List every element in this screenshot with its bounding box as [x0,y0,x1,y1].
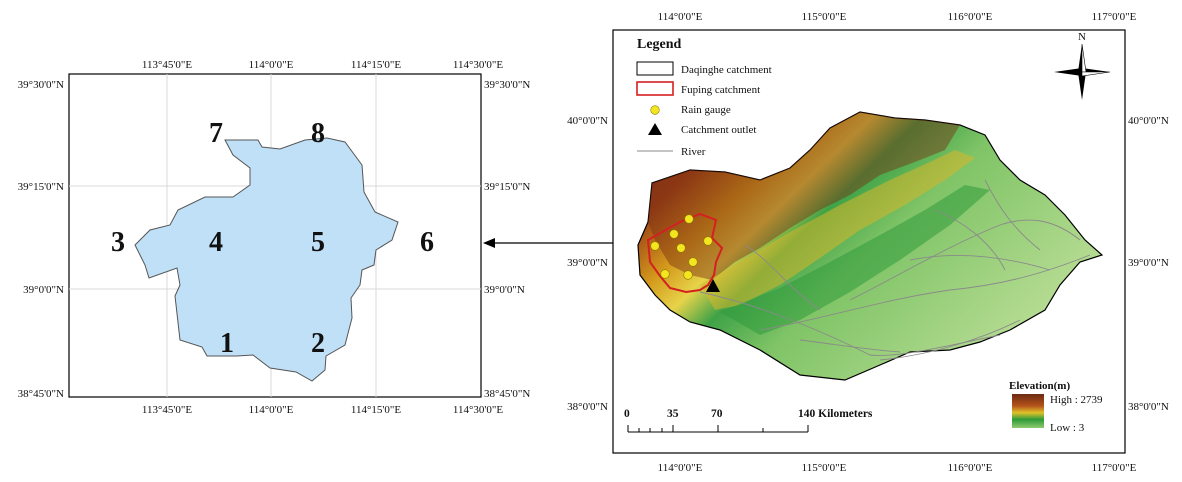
right-right-lat-3: 38°0'0"N [1128,401,1169,413]
zone-label-1: 1 [220,328,234,359]
right-main-map: Legend Daqinghe catchment Fuping catchme… [567,11,1169,474]
zone-label-8: 8 [311,118,325,149]
rain-gauge-dot [650,241,660,251]
scale-bar: 0 35 70 140 Kilometers [624,408,873,433]
left-bottom-lon-4: 114°30'0"E [453,404,503,416]
legend-label-rain-gauge: Rain gauge [681,104,731,116]
elevation-low-label: Low : 3 [1050,422,1085,434]
rain-gauges [650,214,713,280]
left-lat-3: 39°0'0"N [23,284,64,296]
left-inset-map: 1 2 3 4 5 6 7 8 113°45'0"E 114°0'0"E 114… [18,59,531,416]
elevation-color-ramp [1012,394,1044,428]
north-arrow-icon: N [1054,31,1111,100]
fuping-catchment-shape [134,137,399,382]
zone-label-5: 5 [311,227,325,258]
scale-label-140: 140 Kilometers [798,408,873,420]
legend-title: Legend [637,37,682,52]
right-side-lat-1: 39°30'0"N [484,79,530,91]
legend-symbol-fuping [636,81,674,96]
legend-label-river: River [681,146,706,158]
elevation-legend: Elevation(m) High : 2739 Low : 3 [1009,380,1103,434]
foothill-band [700,150,975,310]
rain-gauge-dot [688,257,698,267]
left-lat-1: 39°30'0"N [18,79,64,91]
elevation-high-label: High : 2739 [1050,394,1103,406]
right-top-lon-4: 117°0'0"E [1092,11,1137,23]
scale-label-0: 0 [624,408,630,420]
mountain-ridge-shade [648,112,960,280]
legend-symbol-rain-gauge [650,105,660,115]
right-top-lon-2: 115°0'0"E [802,11,847,23]
right-right-lat-2: 39°0'0"N [1128,257,1169,269]
rain-gauge-dot [683,270,693,280]
scale-label-70: 70 [711,408,723,420]
legend-symbol-daqinghe [636,61,674,76]
legend-label-outlet: Catchment outlet [681,124,756,136]
left-top-lon-4: 114°30'0"E [453,59,503,71]
left-bottom-lon-2: 114°0'0"E [249,404,294,416]
left-top-lon-3: 114°15'0"E [351,59,401,71]
legend-label-fuping: Fuping catchment [681,84,760,96]
rain-gauge-dot [660,269,670,279]
rain-gauge-dot [669,229,679,239]
north-label: N [1078,31,1086,43]
legend-label-daqinghe: Daqinghe catchment [681,64,772,76]
map-legend: Legend Daqinghe catchment Fuping catchme… [636,37,772,158]
right-right-lat-1: 40°0'0"N [1128,115,1169,127]
left-bottom-lon-1: 113°45'0"E [142,404,192,416]
rain-gauge-dot [703,236,713,246]
lowland-green-band [720,185,990,335]
zone-label-2: 2 [311,328,325,359]
left-bottom-lon-3: 114°15'0"E [351,404,401,416]
rain-gauge-dot [684,214,694,224]
zone-label-4: 4 [209,227,223,258]
right-side-lat-3: 39°0'0"N [484,284,525,296]
left-lat-2: 39°15'0"N [18,181,64,193]
right-left-lat-3: 38°0'0"N [567,401,608,413]
right-top-lon-3: 116°0'0"E [948,11,993,23]
left-lat-4: 38°45'0"N [18,388,64,400]
right-side-lat-4: 38°45'0"N [484,388,530,400]
legend-symbol-outlet [648,123,662,135]
zone-label-7: 7 [209,118,223,149]
left-top-lon-1: 113°45'0"E [142,59,192,71]
zone-label-3: 3 [111,227,125,258]
rivers [699,179,1091,361]
right-bottom-lon-4: 117°0'0"E [1092,462,1137,474]
elevation-title: Elevation(m) [1009,380,1070,392]
right-bottom-lon-3: 116°0'0"E [948,462,993,474]
scale-label-35: 35 [667,408,679,420]
right-bottom-lon-1: 114°0'0"E [658,462,703,474]
right-left-lat-1: 40°0'0"N [567,115,608,127]
zone-label-6: 6 [420,227,434,258]
left-top-lon-2: 114°0'0"E [249,59,294,71]
right-side-lat-2: 39°15'0"N [484,181,530,193]
catchment-outlet-triangle [706,279,720,292]
right-top-lon-1: 114°0'0"E [658,11,703,23]
right-left-lat-2: 39°0'0"N [567,257,608,269]
rain-gauge-dot [676,243,686,253]
right-bottom-lon-2: 115°0'0"E [802,462,847,474]
